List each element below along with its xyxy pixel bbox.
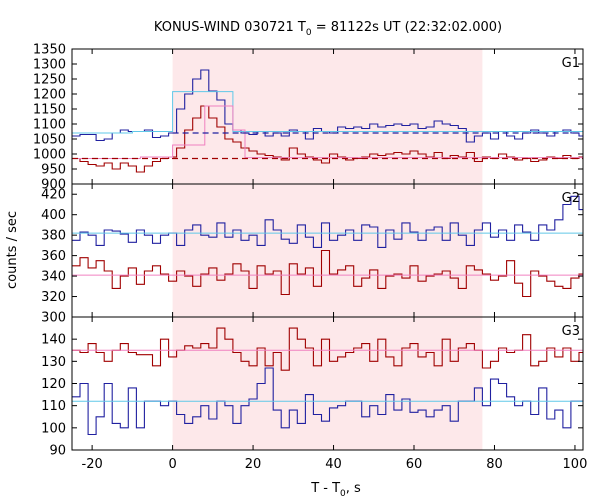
plot-layer: 90095010001050110011501200125013001350G1… [33, 43, 587, 473]
series-g2-blue-0 [72, 195, 583, 248]
chart-title-subscript: 0 [306, 28, 312, 38]
x-axis-label: T - T0, s [310, 481, 361, 499]
y-tick-label: 1050 [33, 133, 66, 148]
chart-title-main: KONUS-WIND 030721 T [154, 20, 306, 35]
series-g1-red-1 [72, 105, 583, 173]
y-tick-label: 140 [41, 333, 66, 348]
panel-g3: 90 100 110 120 130 140 G3 [41, 316, 584, 459]
series-g3-blue-0 [72, 367, 583, 436]
panel-label: G2 [562, 191, 580, 206]
chart-title: KONUS-WIND 030721 T0 = 81122s UT (22:32:… [154, 20, 502, 38]
y-tick-label: 950 [41, 163, 66, 178]
y-tick-label: 110 [41, 399, 66, 414]
y-tick-label: 400 [41, 208, 66, 223]
y-tick-label: 1200 [33, 88, 66, 103]
y-tick-label: 320 [41, 290, 66, 305]
x-tick-label: 60 [406, 457, 423, 472]
y-tick-label: 90 [49, 444, 66, 459]
x-tick-label: 100 [563, 457, 588, 472]
x-axis-label-main: T - T [310, 481, 340, 496]
panel-label: G1 [562, 56, 580, 71]
y-tick-label: 1000 [33, 148, 66, 163]
y-tick-label: 300 [41, 311, 66, 326]
panel-label: G3 [562, 324, 580, 339]
x-tick-label: -20 [82, 457, 103, 472]
chart-title-rest: = 81122s UT (22:32:02.000) [312, 20, 502, 35]
panel-g2: 300 320 340 360 380 400 420 G2 [41, 183, 584, 326]
y-tick-label: 1300 [33, 58, 66, 73]
x-axis-label-rest: , s [346, 481, 361, 496]
y-tick-label: 130 [41, 355, 66, 370]
y-tick-label: 340 [41, 270, 66, 285]
x-tick-label: 40 [325, 457, 342, 472]
y-axis-label: counts / sec [5, 211, 20, 289]
y-tick-label: 360 [41, 249, 66, 264]
series-g3-red-1 [72, 327, 583, 371]
x-tick-label: 80 [486, 457, 503, 472]
x-axis-label-subscript: 0 [340, 489, 346, 499]
y-tick-label: 100 [41, 421, 66, 436]
shaded-interval [172, 49, 483, 184]
y-tick-label: 900 [41, 178, 66, 193]
y-tick-label: 1100 [33, 118, 66, 133]
y-tick-label: 1250 [33, 73, 66, 88]
shaded-interval [172, 317, 483, 450]
x-tick-label: 20 [245, 457, 262, 472]
x-tick-label: 0 [168, 457, 176, 472]
series-g2-red-1 [72, 249, 583, 298]
y-tick-label: 380 [41, 229, 66, 244]
y-tick-label: 1350 [33, 43, 66, 58]
y-tick-label: 420 [41, 188, 66, 203]
series-g1-pink-3 [72, 105, 583, 159]
y-tick-label: 120 [41, 377, 66, 392]
y-tick-label: 1150 [33, 103, 66, 118]
series-g1-cyan-2 [72, 91, 583, 134]
